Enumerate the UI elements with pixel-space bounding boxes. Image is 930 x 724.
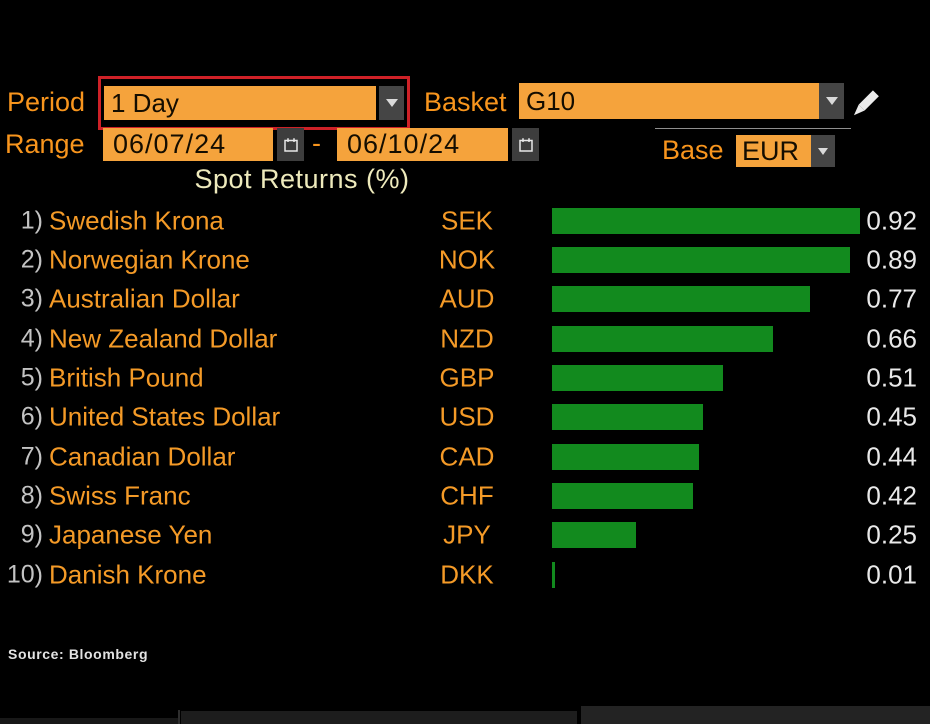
currency-name: Danish Krone	[49, 559, 207, 590]
period-select[interactable]: 1 Day	[104, 86, 376, 120]
return-value: 0.51	[866, 362, 917, 393]
taskbar-segment[interactable]	[581, 706, 930, 724]
chevron-down-icon	[818, 147, 828, 155]
currency-name: Japanese Yen	[49, 519, 213, 550]
return-bar	[552, 365, 723, 392]
return-bar	[552, 325, 773, 352]
currency-name: United States Dollar	[49, 401, 281, 432]
currency-row[interactable]: 9) Japanese Yen JPY 0.25	[0, 516, 930, 555]
edit-pencil-icon[interactable]	[848, 82, 886, 120]
chevron-down-icon	[825, 97, 838, 105]
currency-code: CAD	[439, 441, 495, 472]
period-dropdown-arrow[interactable]	[379, 86, 404, 120]
source-credit: Source: Bloomberg	[8, 646, 149, 662]
rank-label: 5)	[20, 363, 43, 392]
return-value: 0.01	[866, 559, 917, 590]
currency-row[interactable]: 5) British Pound GBP 0.51	[0, 358, 930, 397]
basket-select[interactable]: G10	[519, 83, 822, 119]
calendar-icon	[283, 137, 298, 152]
currency-row[interactable]: 3) Australian Dollar AUD 0.77	[0, 280, 930, 319]
return-bar	[552, 286, 810, 313]
currency-name: Swedish Krona	[49, 205, 224, 236]
chevron-down-icon	[385, 99, 398, 107]
currency-row[interactable]: 7) Canadian Dollar CAD 0.44	[0, 437, 930, 476]
range-end-input[interactable]: 06/10/24	[337, 128, 508, 161]
currency-code: NOK	[438, 244, 496, 275]
currency-code: SEK	[440, 205, 494, 236]
return-bar	[552, 207, 860, 234]
currency-name: New Zealand Dollar	[49, 323, 278, 354]
return-value: 0.44	[866, 441, 917, 472]
currency-name: British Pound	[49, 362, 204, 393]
range-start-input[interactable]: 06/07/24	[103, 128, 273, 161]
currency-row[interactable]: 10) Danish Krone DKK 0.01	[0, 555, 930, 594]
return-bar	[552, 483, 693, 510]
basket-label: Basket	[424, 87, 507, 117]
rank-label: 7)	[20, 442, 43, 471]
return-bar	[552, 443, 699, 470]
return-value: 0.45	[866, 401, 917, 432]
return-value: 0.77	[866, 283, 917, 314]
rank-label: 8)	[20, 481, 43, 510]
return-value: 0.89	[866, 244, 917, 275]
currency-name: Swiss Franc	[49, 480, 191, 511]
calendar-icon[interactable]	[512, 128, 539, 161]
currency-name: Canadian Dollar	[49, 441, 236, 472]
period-label: Period	[7, 87, 86, 117]
return-value: 0.92	[866, 205, 917, 236]
currency-row[interactable]: 1) Swedish Krona SEK 0.92	[0, 201, 930, 240]
chart-title: Spot Returns (%)	[194, 164, 410, 194]
currency-row[interactable]: 4) New Zealand Dollar NZD 0.66	[0, 319, 930, 358]
return-value: 0.25	[866, 519, 917, 550]
base-dropdown-arrow[interactable]	[811, 135, 835, 167]
taskbar-segment	[0, 718, 178, 724]
rank-label: 2)	[20, 245, 43, 274]
range-label: Range	[5, 129, 85, 159]
range-dash: -	[312, 128, 321, 158]
rank-label: 1)	[20, 206, 43, 235]
return-value: 0.42	[866, 480, 917, 511]
basket-dropdown-arrow[interactable]	[819, 83, 844, 119]
calendar-icon	[518, 137, 533, 152]
base-label: Base	[662, 135, 724, 165]
returns-bar-chart: 1) Swedish Krona SEK 0.92 2) Norwegian Krone N…	[0, 201, 930, 594]
rank-label: 3)	[20, 284, 43, 313]
return-value: 0.66	[866, 323, 917, 354]
currency-code: GBP	[439, 362, 495, 393]
currency-code: JPY	[443, 519, 491, 550]
rank-label: 4)	[20, 324, 43, 353]
currency-name: Norwegian Krone	[49, 244, 250, 275]
divider	[655, 128, 851, 129]
return-bar	[552, 404, 703, 431]
currency-code: CHF	[440, 480, 494, 511]
currency-code: AUD	[439, 283, 495, 314]
currency-row[interactable]: 6) United States Dollar USD 0.45	[0, 398, 930, 437]
rank-label: 9)	[20, 520, 43, 549]
calendar-icon[interactable]	[277, 128, 304, 161]
currency-name: Australian Dollar	[49, 283, 240, 314]
taskbar-segment[interactable]	[181, 711, 577, 724]
return-bar	[552, 561, 555, 588]
period-highlight-box: 1 Day	[98, 76, 410, 130]
currency-code: NZD	[440, 323, 494, 354]
return-bar	[552, 522, 636, 549]
currency-row[interactable]: 2) Norwegian Krone NOK 0.89	[0, 240, 930, 279]
base-select[interactable]: EUR	[736, 135, 812, 167]
taskbar-divider	[178, 710, 180, 724]
currency-code: DKK	[440, 559, 494, 590]
currency-row[interactable]: 8) Swiss Franc CHF 0.42	[0, 476, 930, 515]
currency-code: USD	[439, 401, 495, 432]
rank-label: 10)	[6, 560, 43, 589]
rank-label: 6)	[20, 402, 43, 431]
return-bar	[552, 247, 850, 274]
